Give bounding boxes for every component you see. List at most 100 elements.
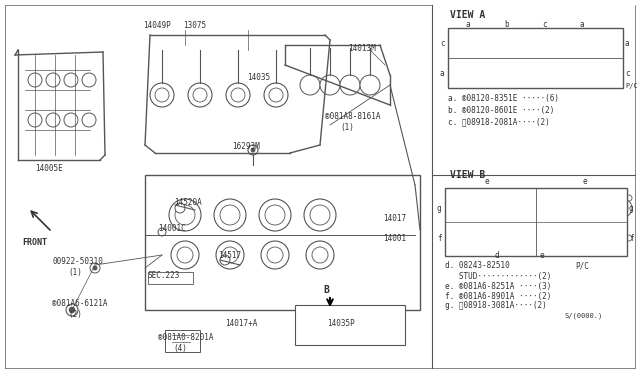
Circle shape [340,75,360,95]
Circle shape [326,314,338,326]
Text: c: c [542,19,547,29]
Bar [448,28,623,88]
Text: ®081A6-6121A: ®081A6-6121A [52,298,108,308]
Text: 14035: 14035 [247,73,270,81]
Circle shape [450,199,468,217]
Circle shape [155,88,169,102]
Polygon shape [536,33,556,53]
Text: g: g [629,203,634,212]
Bar [295,305,405,345]
Circle shape [188,83,212,107]
Text: a: a [625,38,630,48]
Circle shape [454,203,464,213]
Circle shape [472,199,490,217]
Bar [445,188,627,256]
Text: g. ⓔ08918-3081A····(2): g. ⓔ08918-3081A····(2) [445,301,547,311]
Circle shape [259,199,291,231]
Bar [148,272,193,284]
Text: e: e [485,176,490,186]
Text: 14517: 14517 [218,251,241,260]
Text: 16293M: 16293M [232,141,260,151]
Circle shape [360,75,380,95]
Circle shape [261,241,289,269]
Circle shape [476,203,486,213]
Circle shape [28,113,42,127]
Polygon shape [460,33,480,53]
Text: 00922-50310: 00922-50310 [52,257,103,266]
Text: e: e [583,176,588,186]
Circle shape [171,241,199,269]
Circle shape [169,199,201,231]
Circle shape [614,199,632,217]
Circle shape [269,88,283,102]
Circle shape [226,83,250,107]
Text: c: c [440,38,445,48]
Text: b. ®08120-8601E ····(2): b. ®08120-8601E ····(2) [448,106,554,115]
Text: f. ®081A6-8901A ····(2): f. ®081A6-8901A ····(2) [445,292,552,301]
Text: b: b [504,19,509,29]
Circle shape [370,314,382,326]
Text: VIEW B: VIEW B [450,170,485,180]
Circle shape [265,205,285,225]
Text: P/C: P/C [625,83,637,89]
Circle shape [69,307,75,313]
Circle shape [574,203,584,213]
Circle shape [595,48,600,52]
Text: VIEW A: VIEW A [450,10,485,20]
Circle shape [596,203,606,213]
Circle shape [494,199,512,217]
Circle shape [531,48,536,52]
Circle shape [264,83,288,107]
Text: a: a [440,68,445,77]
Text: e. ®081A6-8251A ····(3): e. ®081A6-8251A ····(3) [445,282,552,291]
Circle shape [216,241,244,269]
Circle shape [312,247,328,263]
Circle shape [538,235,544,241]
Text: c: c [625,68,630,77]
Text: 14001C: 14001C [158,224,186,232]
Text: d. 08243-82510: d. 08243-82510 [445,262,509,270]
Text: 14035P: 14035P [327,318,355,327]
Circle shape [552,203,562,213]
Circle shape [300,75,320,95]
Circle shape [481,48,486,52]
Circle shape [626,195,632,201]
Text: a: a [466,19,470,29]
Circle shape [175,203,185,213]
Bar [165,330,200,352]
Circle shape [222,247,238,263]
Bar [575,58,593,74]
Text: SEC.223: SEC.223 [148,270,180,279]
Text: (2): (2) [68,311,82,320]
Text: g: g [437,203,442,212]
Circle shape [592,199,610,217]
Circle shape [66,304,78,316]
Circle shape [322,310,342,330]
Circle shape [493,48,497,52]
Polygon shape [574,33,594,53]
Text: FRONT: FRONT [22,237,47,247]
Circle shape [304,199,336,231]
Text: 14017: 14017 [383,214,406,222]
Text: 14005E: 14005E [35,164,63,173]
Circle shape [498,203,508,213]
Bar [461,58,479,74]
Circle shape [320,75,340,95]
Circle shape [348,314,360,326]
Text: 14001: 14001 [383,234,406,243]
Circle shape [46,73,60,87]
Circle shape [64,73,78,87]
Circle shape [177,247,193,263]
Text: (1): (1) [68,269,82,278]
Text: a. ®08120-8351E ·····(6): a. ®08120-8351E ·····(6) [448,93,559,103]
Circle shape [450,235,456,241]
Text: a: a [580,19,584,29]
Circle shape [304,314,316,326]
Circle shape [310,205,330,225]
Circle shape [568,48,573,52]
Circle shape [366,310,386,330]
Text: 14049P: 14049P [143,20,171,29]
Circle shape [626,235,632,241]
Text: S/(0000.): S/(0000.) [565,313,604,319]
Circle shape [158,228,166,236]
